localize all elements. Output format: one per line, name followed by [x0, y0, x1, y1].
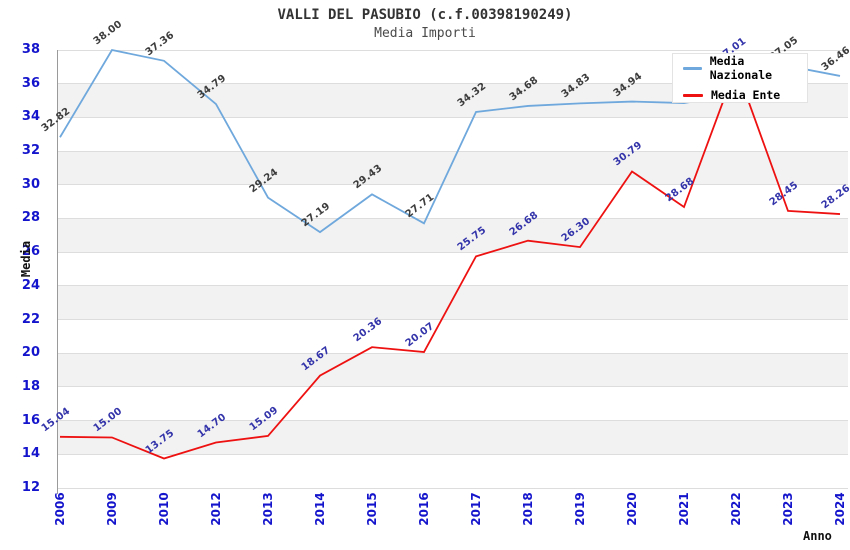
- gridline: [57, 251, 848, 253]
- y-axis-tick-label: 38: [21, 42, 40, 57]
- y-axis-tick-label: 30: [21, 176, 40, 192]
- y-axis-tick-label: 34: [21, 109, 40, 125]
- chart-title: VALLI DEL PASUBIO (c.f.00398190249): [277, 7, 573, 23]
- chart-subtitle: Media Importi: [374, 26, 476, 41]
- gridline: [57, 487, 848, 489]
- y-axis-line: [57, 50, 58, 494]
- plot-band: [57, 285, 848, 320]
- x-axis-title: Anno: [803, 529, 832, 543]
- y-axis-tick-label: 12: [21, 480, 40, 495]
- media-nazionale-line-swatch: [683, 66, 702, 70]
- gridline: [57, 453, 848, 455]
- plot-band: [57, 420, 848, 455]
- legend-item-media-ente: Media Ente: [683, 88, 807, 102]
- y-axis-tick-label: 18: [21, 378, 40, 394]
- y-axis-title: Media: [19, 240, 34, 278]
- plot-band: [57, 218, 848, 253]
- y-axis-tick-label: 36: [21, 75, 40, 91]
- gridline: [57, 319, 848, 321]
- gridline: [57, 420, 848, 422]
- y-axis-tick-label: 22: [21, 311, 40, 327]
- gridline: [57, 150, 848, 152]
- gridline: [57, 116, 848, 118]
- legend-item-media-nazionale: Media Nazionale: [683, 54, 807, 82]
- y-axis-tick-label: 14: [21, 446, 40, 462]
- y-axis-tick-label: 24: [21, 277, 40, 293]
- plot-band: [57, 353, 848, 387]
- legend-label: Media Ente: [711, 88, 781, 102]
- gridline: [57, 83, 848, 85]
- y-axis-tick-label: 20: [21, 345, 40, 361]
- gridline: [57, 285, 848, 287]
- media-ente-line: [59, 64, 841, 460]
- gridline: [57, 217, 848, 219]
- legend: Media Nazionale Media Ente: [672, 53, 808, 103]
- y-axis-tick-label: 32: [21, 143, 40, 159]
- plot-band: [57, 151, 848, 185]
- y-axis-tick-label: 28: [21, 210, 40, 226]
- media-ente-line-swatch: [683, 93, 703, 97]
- legend-label: Media Nazionale: [709, 54, 773, 82]
- y-axis-tick-label: 26: [21, 244, 40, 260]
- gridline: [57, 352, 848, 354]
- y-axis-tick-label: 16: [21, 412, 40, 428]
- gridline: [57, 184, 848, 186]
- gridline: [57, 386, 848, 388]
- gridline: [57, 49, 848, 51]
